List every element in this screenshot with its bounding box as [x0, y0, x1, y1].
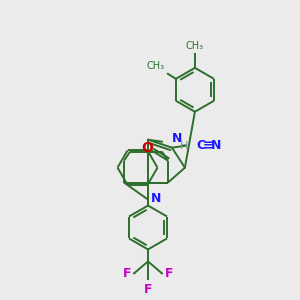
- Text: F: F: [165, 267, 173, 280]
- Text: CH₃: CH₃: [147, 61, 165, 71]
- Text: N: N: [172, 132, 182, 145]
- Text: F: F: [144, 284, 152, 296]
- Text: N: N: [211, 139, 221, 152]
- Text: F: F: [122, 267, 131, 280]
- Text: C: C: [196, 139, 205, 152]
- Text: CH₃: CH₃: [186, 41, 204, 51]
- Text: O: O: [141, 141, 153, 155]
- Text: H: H: [180, 141, 188, 151]
- Text: N: N: [151, 192, 161, 205]
- Text: ≡: ≡: [203, 139, 213, 152]
